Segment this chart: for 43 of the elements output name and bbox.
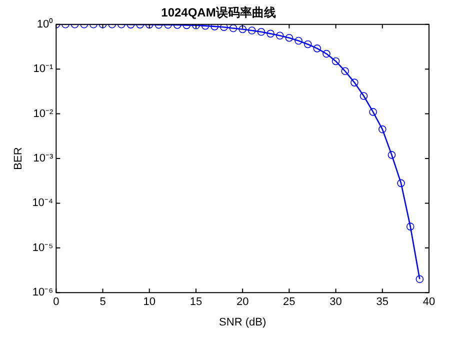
x-tick-label: 15: [190, 296, 202, 308]
point: [285, 34, 294, 42]
point: [276, 32, 284, 40]
point: [369, 108, 377, 116]
x-tick-label: 25: [283, 296, 296, 308]
point: [229, 24, 238, 32]
x-tick-label: 5: [100, 296, 106, 308]
x-tick-label: 35: [376, 296, 389, 308]
x-tick-label: 40: [422, 296, 436, 308]
point: [341, 67, 350, 76]
y-tick-label: 10⁻⁴: [32, 197, 54, 210]
point: [201, 24, 210, 30]
y-tick-label: 10⁻²: [33, 108, 54, 120]
y-tick-label: 10⁻¹: [33, 63, 54, 76]
point: [388, 151, 396, 159]
point: [406, 222, 414, 230]
y-axis-title: BER: [12, 147, 25, 170]
point: [266, 30, 274, 38]
point: [313, 44, 322, 52]
chart-title: 1024QAM误码率曲线: [161, 6, 276, 20]
point: [210, 24, 219, 30]
point: [248, 26, 256, 34]
x-tick-label: 20: [236, 296, 249, 308]
x-tick-label: 30: [330, 296, 342, 308]
point: [360, 92, 368, 100]
point: [220, 24, 228, 32]
x-tick-label: 0: [53, 296, 60, 308]
point: [294, 36, 302, 45]
y-tick-label: 10⁻⁵: [32, 242, 54, 254]
point: [322, 50, 330, 58]
x-tick-label: 10: [143, 296, 156, 308]
point: [257, 28, 266, 36]
y-tick-label: 10⁻³: [33, 152, 54, 165]
point: [397, 179, 405, 188]
point: [350, 78, 358, 86]
x-axis-title: SNR (dB): [219, 316, 266, 328]
point: [378, 125, 386, 134]
point: [238, 25, 246, 34]
point: [416, 275, 424, 284]
point: [304, 40, 312, 48]
point: [332, 57, 340, 66]
y-tick-label: 10⁰: [36, 17, 54, 30]
y-tick-label: 10⁻⁶: [32, 286, 54, 299]
